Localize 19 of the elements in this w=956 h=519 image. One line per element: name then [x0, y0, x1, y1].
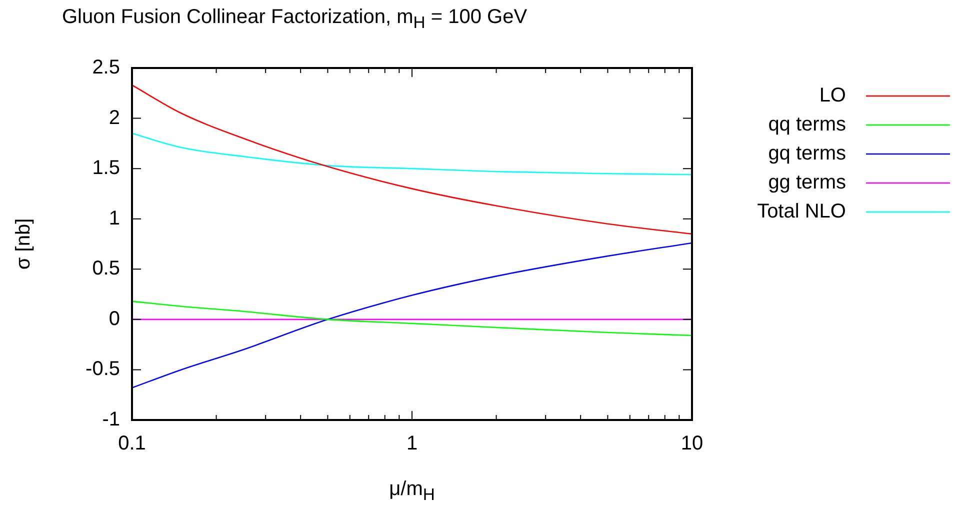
y-tick-label: 1	[108, 207, 120, 230]
legend-label: qq terms	[768, 114, 846, 136]
y-tick-label: 2	[108, 106, 120, 129]
y-tick-label: -0.5	[86, 358, 120, 380]
legend-label: LO	[819, 84, 846, 107]
x-axis-title: μ/m$_{H}$	[389, 478, 435, 505]
x-tick-label: 0.1	[118, 432, 146, 455]
y-axis-title: σ [nb]	[12, 218, 36, 270]
legend-label: Total NLO	[757, 200, 846, 223]
y-tick-label: 0.5	[92, 258, 120, 280]
x-tick-label: 1	[406, 432, 418, 455]
x-tick-label: 10	[680, 432, 704, 455]
y-tick-label: 2.5	[92, 56, 120, 79]
legend-label: gq terms	[768, 142, 846, 165]
chart-title: Gluon Fusion Collinear Factorization, m$_{H}$ = 100 GeV	[62, 6, 528, 33]
y-tick-label: 1.5	[92, 157, 120, 180]
y-tick-label: 0	[108, 308, 120, 330]
legend-label: gg terms	[768, 172, 846, 194]
y-tick-label: -1	[102, 408, 120, 431]
